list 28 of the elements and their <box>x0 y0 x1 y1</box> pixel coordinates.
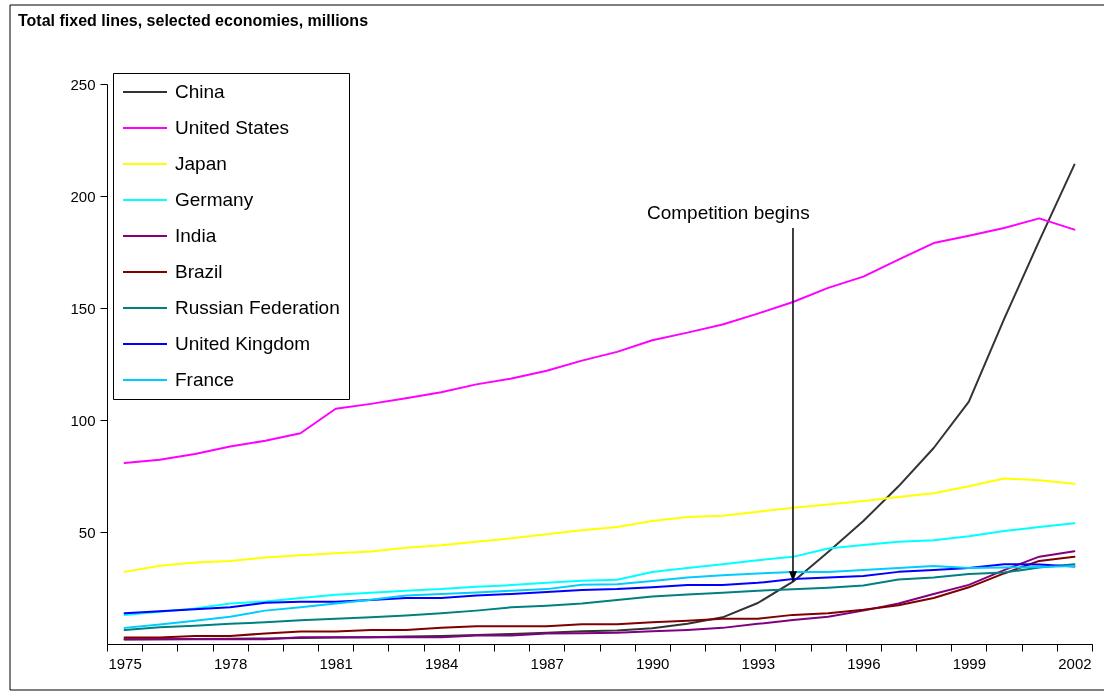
y-tick-label: 200 <box>70 187 96 205</box>
legend-label: United States <box>175 117 290 138</box>
y-tick-label: 100 <box>70 411 96 429</box>
y-tick-label: 250 <box>70 75 96 93</box>
x-tick-label: 1993 <box>741 654 775 672</box>
y-tick-label: 150 <box>70 299 96 317</box>
legend-label: China <box>175 81 226 102</box>
y-tick-label: 50 <box>78 523 96 541</box>
x-tick-label: 1996 <box>847 654 881 672</box>
x-tick-label: 1999 <box>952 654 987 672</box>
x-tick-label: 1984 <box>425 654 459 672</box>
legend-label: Brazil <box>175 261 223 282</box>
line-series <box>123 522 1076 616</box>
x-tick-label: 1990 <box>636 654 670 672</box>
legend-label: Japan <box>175 153 227 174</box>
legend-label: France <box>175 369 235 390</box>
x-tick-label: 1981 <box>319 654 353 672</box>
x-tick-label: 1975 <box>108 654 142 672</box>
line-series <box>123 477 1076 573</box>
legend-label: India <box>175 225 217 246</box>
chart-title: Total fixed lines, selected economies, millions <box>18 11 369 29</box>
annotation: Competition begins <box>646 202 810 223</box>
legend-label: Russian Federation <box>175 297 340 318</box>
x-tick-label: 2002 <box>1058 654 1092 672</box>
x-tick-label: 1978 <box>213 654 248 672</box>
legend-label: Germany <box>175 189 254 210</box>
legend-label: United Kingdom <box>175 333 311 354</box>
x-tick-label: 1987 <box>530 654 564 672</box>
